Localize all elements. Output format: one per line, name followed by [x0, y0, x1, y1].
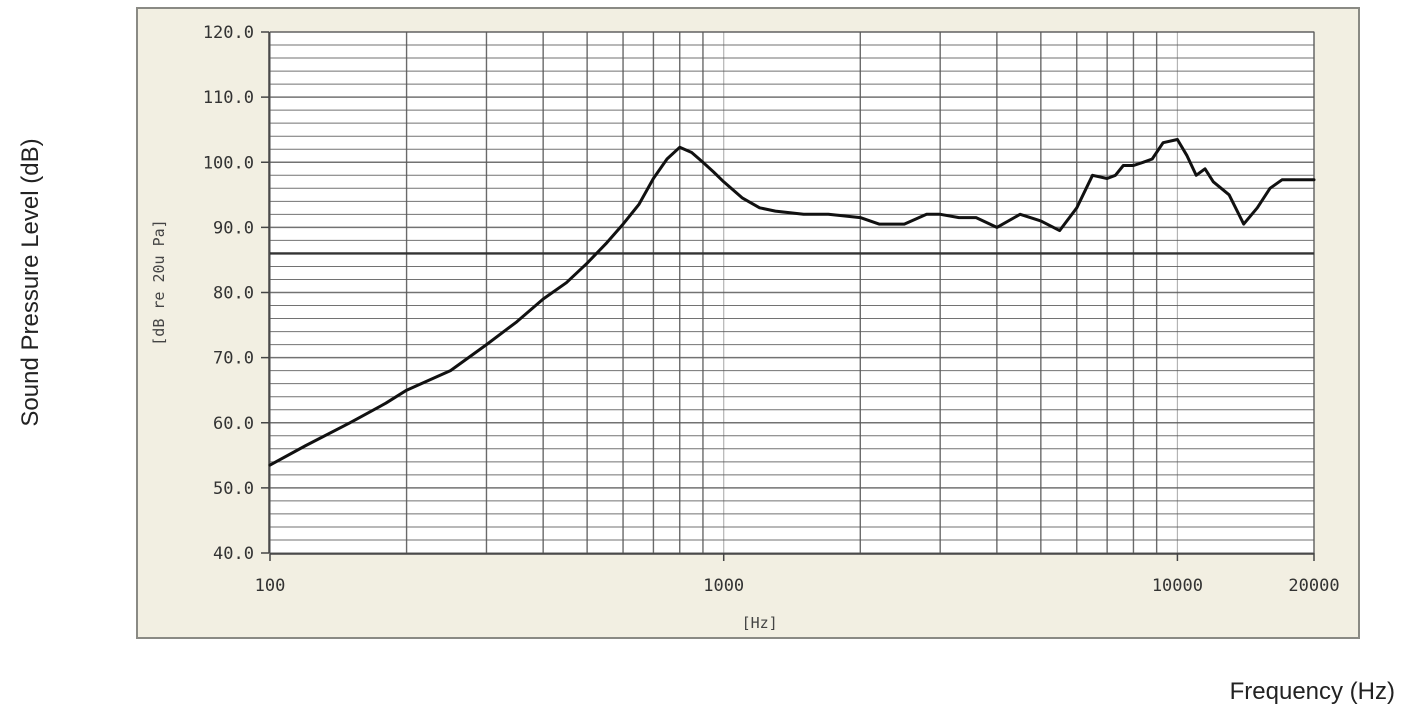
x-tick-label: 1000 [703, 576, 744, 596]
axis-layer: 120.0110.0100.090.080.070.060.050.040.01… [203, 23, 1340, 596]
y-tick-label: 100.0 [203, 153, 254, 173]
grid-layer [269, 31, 1315, 554]
y-tick-label: 50.0 [213, 479, 254, 499]
series-line [268, 138, 1316, 467]
x-tick-label: 100 [255, 576, 286, 596]
series-layer [268, 138, 1316, 467]
label-layer: Sound Pressure Level (dB) Frequency (Hz)… [17, 138, 1395, 705]
inner-x-axis-label: [Hz] [742, 614, 778, 632]
outer-x-axis-label: Frequency (Hz) [1230, 678, 1395, 705]
y-tick-label: 120.0 [203, 23, 254, 43]
inner-y-axis-label: [dB re 20u Pa] [150, 219, 168, 345]
plot-border [269, 31, 1315, 554]
y-tick-label: 110.0 [203, 88, 254, 108]
x-tick-label: 20000 [1288, 576, 1339, 596]
outer-y-axis-label: Sound Pressure Level (dB) [17, 138, 44, 426]
y-tick-label: 80.0 [213, 284, 254, 304]
y-tick-label: 90.0 [213, 218, 254, 238]
y-tick-label: 70.0 [213, 349, 254, 369]
y-tick-label: 40.0 [213, 544, 254, 564]
y-tick-label: 60.0 [213, 414, 254, 434]
x-tick-label: 10000 [1152, 576, 1203, 596]
